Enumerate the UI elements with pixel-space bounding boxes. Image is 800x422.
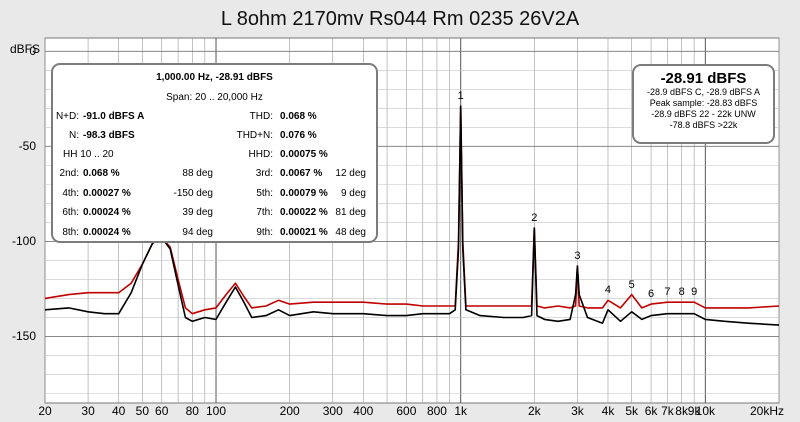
hhd-label: HHD: <box>248 149 273 160</box>
x-tick-label: 5k <box>625 404 639 418</box>
harmonic-peak-label: 6 <box>648 288 655 301</box>
harmonic-phase: 12 deg <box>335 168 366 179</box>
thd-value: 0.068 % <box>280 111 317 122</box>
x-tick-label: 7k <box>661 404 674 418</box>
y-axis-unit-label: dBFS <box>10 42 41 56</box>
series-line-red <box>44 105 780 315</box>
peak-sample: Peak sample: -28.83 dBFS <box>649 98 758 108</box>
nd-label: N+D: <box>55 111 79 122</box>
x-tick-label: 400 <box>353 404 374 418</box>
x-tick-label: 800 <box>426 404 447 418</box>
harmonic-peak-label: 3 <box>574 250 581 263</box>
harmonic-peak-label: 9 <box>691 286 698 299</box>
x-tick-label: 4k <box>601 404 615 418</box>
y-tick-label: 0 <box>29 44 36 59</box>
level-readout-panel: -28.91 dBFS -28.9 dBFS C, -28.9 dBFS A P… <box>632 64 775 144</box>
x-tick-label: 300 <box>322 404 343 418</box>
level-main: -28.91 dBFS <box>660 70 747 87</box>
harmonic-value: 0.00022 % <box>280 207 328 218</box>
x-tick-label: 50 <box>135 404 150 418</box>
harmonic-peak-label: 4 <box>604 284 612 297</box>
harmonic-value: 0.00024 % <box>83 207 131 218</box>
harmonic-label: 8th: <box>62 226 79 238</box>
harmonic-phase: -150 deg <box>173 187 213 199</box>
series-line-black <box>44 105 780 326</box>
harmonic-peak-label: 5 <box>628 278 635 291</box>
harmonic-peak-label: 2 <box>531 212 538 225</box>
x-tick-label: 3k <box>571 404 584 418</box>
x-tick-label: 2k <box>527 404 541 418</box>
y-tick-label: -100 <box>11 234 36 249</box>
harmonic-label: 5th: <box>256 187 273 199</box>
x-tick-label: 6k <box>644 404 658 418</box>
x-tick-label: 40 <box>111 404 126 418</box>
x-tick-label: 8k <box>675 404 688 418</box>
harmonic-value: 0.00024 % <box>83 226 131 238</box>
y-tick-label: -150 <box>11 329 36 344</box>
harmonic-label: 9th: <box>256 226 273 238</box>
fundamental-readout: 1,000.00 Hz, -28.91 dBFS <box>156 72 273 83</box>
y-tick-label: -50 <box>18 139 36 154</box>
x-tick-label: 60 <box>155 404 169 418</box>
harmonic-peak-label: 7 <box>664 286 671 299</box>
x-tick-label: 20 <box>38 404 52 418</box>
x-tick-label: 200 <box>279 404 300 418</box>
harmonic-peak-label: 8 <box>678 286 685 299</box>
harmonic-phase: 88 deg <box>182 168 213 179</box>
chart-title: L 8ohm 2170mv Rs044 Rm 0235 26V2A <box>220 8 580 30</box>
x-tick-label: 600 <box>396 404 417 418</box>
x-tick-label: 10k <box>695 404 716 418</box>
distortion-info-panel: 1,000.00 Hz, -28.91 dBFS Span: 20 .. 20,… <box>51 63 378 243</box>
x-tick-label: 100 <box>205 404 227 418</box>
n-value: -98.3 dBFS <box>83 130 135 141</box>
harmonic-value: 0.068 % <box>83 168 120 179</box>
harmonic-value: 0.00079 % <box>280 187 328 199</box>
span-readout: Span: 20 .. 20,000 Hz <box>53 92 376 103</box>
harmonic-label: 6th: <box>62 207 79 218</box>
x-tick-label: 1k <box>454 404 468 418</box>
n-label: N: <box>69 130 79 141</box>
harmonic-label: 3rd: <box>255 168 273 179</box>
thdn-label: THD+N: <box>236 130 273 141</box>
harmonic-phase: 9 deg <box>340 187 366 199</box>
harmonic-label: 2nd: <box>59 168 79 179</box>
hhd-value: 0.00075 % <box>280 149 328 160</box>
harmonic-phase: 94 deg <box>182 226 213 238</box>
level-above-22k: -78.8 dBFS >22k <box>669 120 738 130</box>
harmonic-phase: 39 deg <box>182 207 213 218</box>
thdn-value: 0.076 % <box>280 130 317 141</box>
harmonic-phase: 48 deg <box>335 226 366 238</box>
harmonic-peak-label: 1 <box>457 90 464 103</box>
x-tick-label: 30 <box>81 404 95 418</box>
x-tick-label: 80 <box>185 404 199 418</box>
level-weighted: -28.9 dBFS C, -28.9 dBFS A <box>646 87 761 97</box>
x-tick-label: 9k <box>687 404 701 418</box>
harmonic-value: 0.00021 % <box>280 226 328 238</box>
x-tick-label: 20kHz <box>749 404 785 418</box>
harmonic-value: 0.0067 % <box>280 168 323 179</box>
thd-label: THD: <box>249 111 273 122</box>
harmonic-label: 7th: <box>256 207 273 218</box>
level-unweighted: -28.9 dBFS 22 - 22k UNW <box>651 109 756 119</box>
nd-value: -91.0 dBFS A <box>83 111 145 122</box>
span-text: Span: 20 .. 20,000 Hz <box>166 92 263 103</box>
harmonic-phase: 81 deg <box>335 207 366 218</box>
harmonic-value: 0.00027 % <box>83 187 131 199</box>
hh-range-label: HH 10 .. 20 <box>63 149 114 160</box>
harmonic-label: 4th: <box>62 187 79 199</box>
